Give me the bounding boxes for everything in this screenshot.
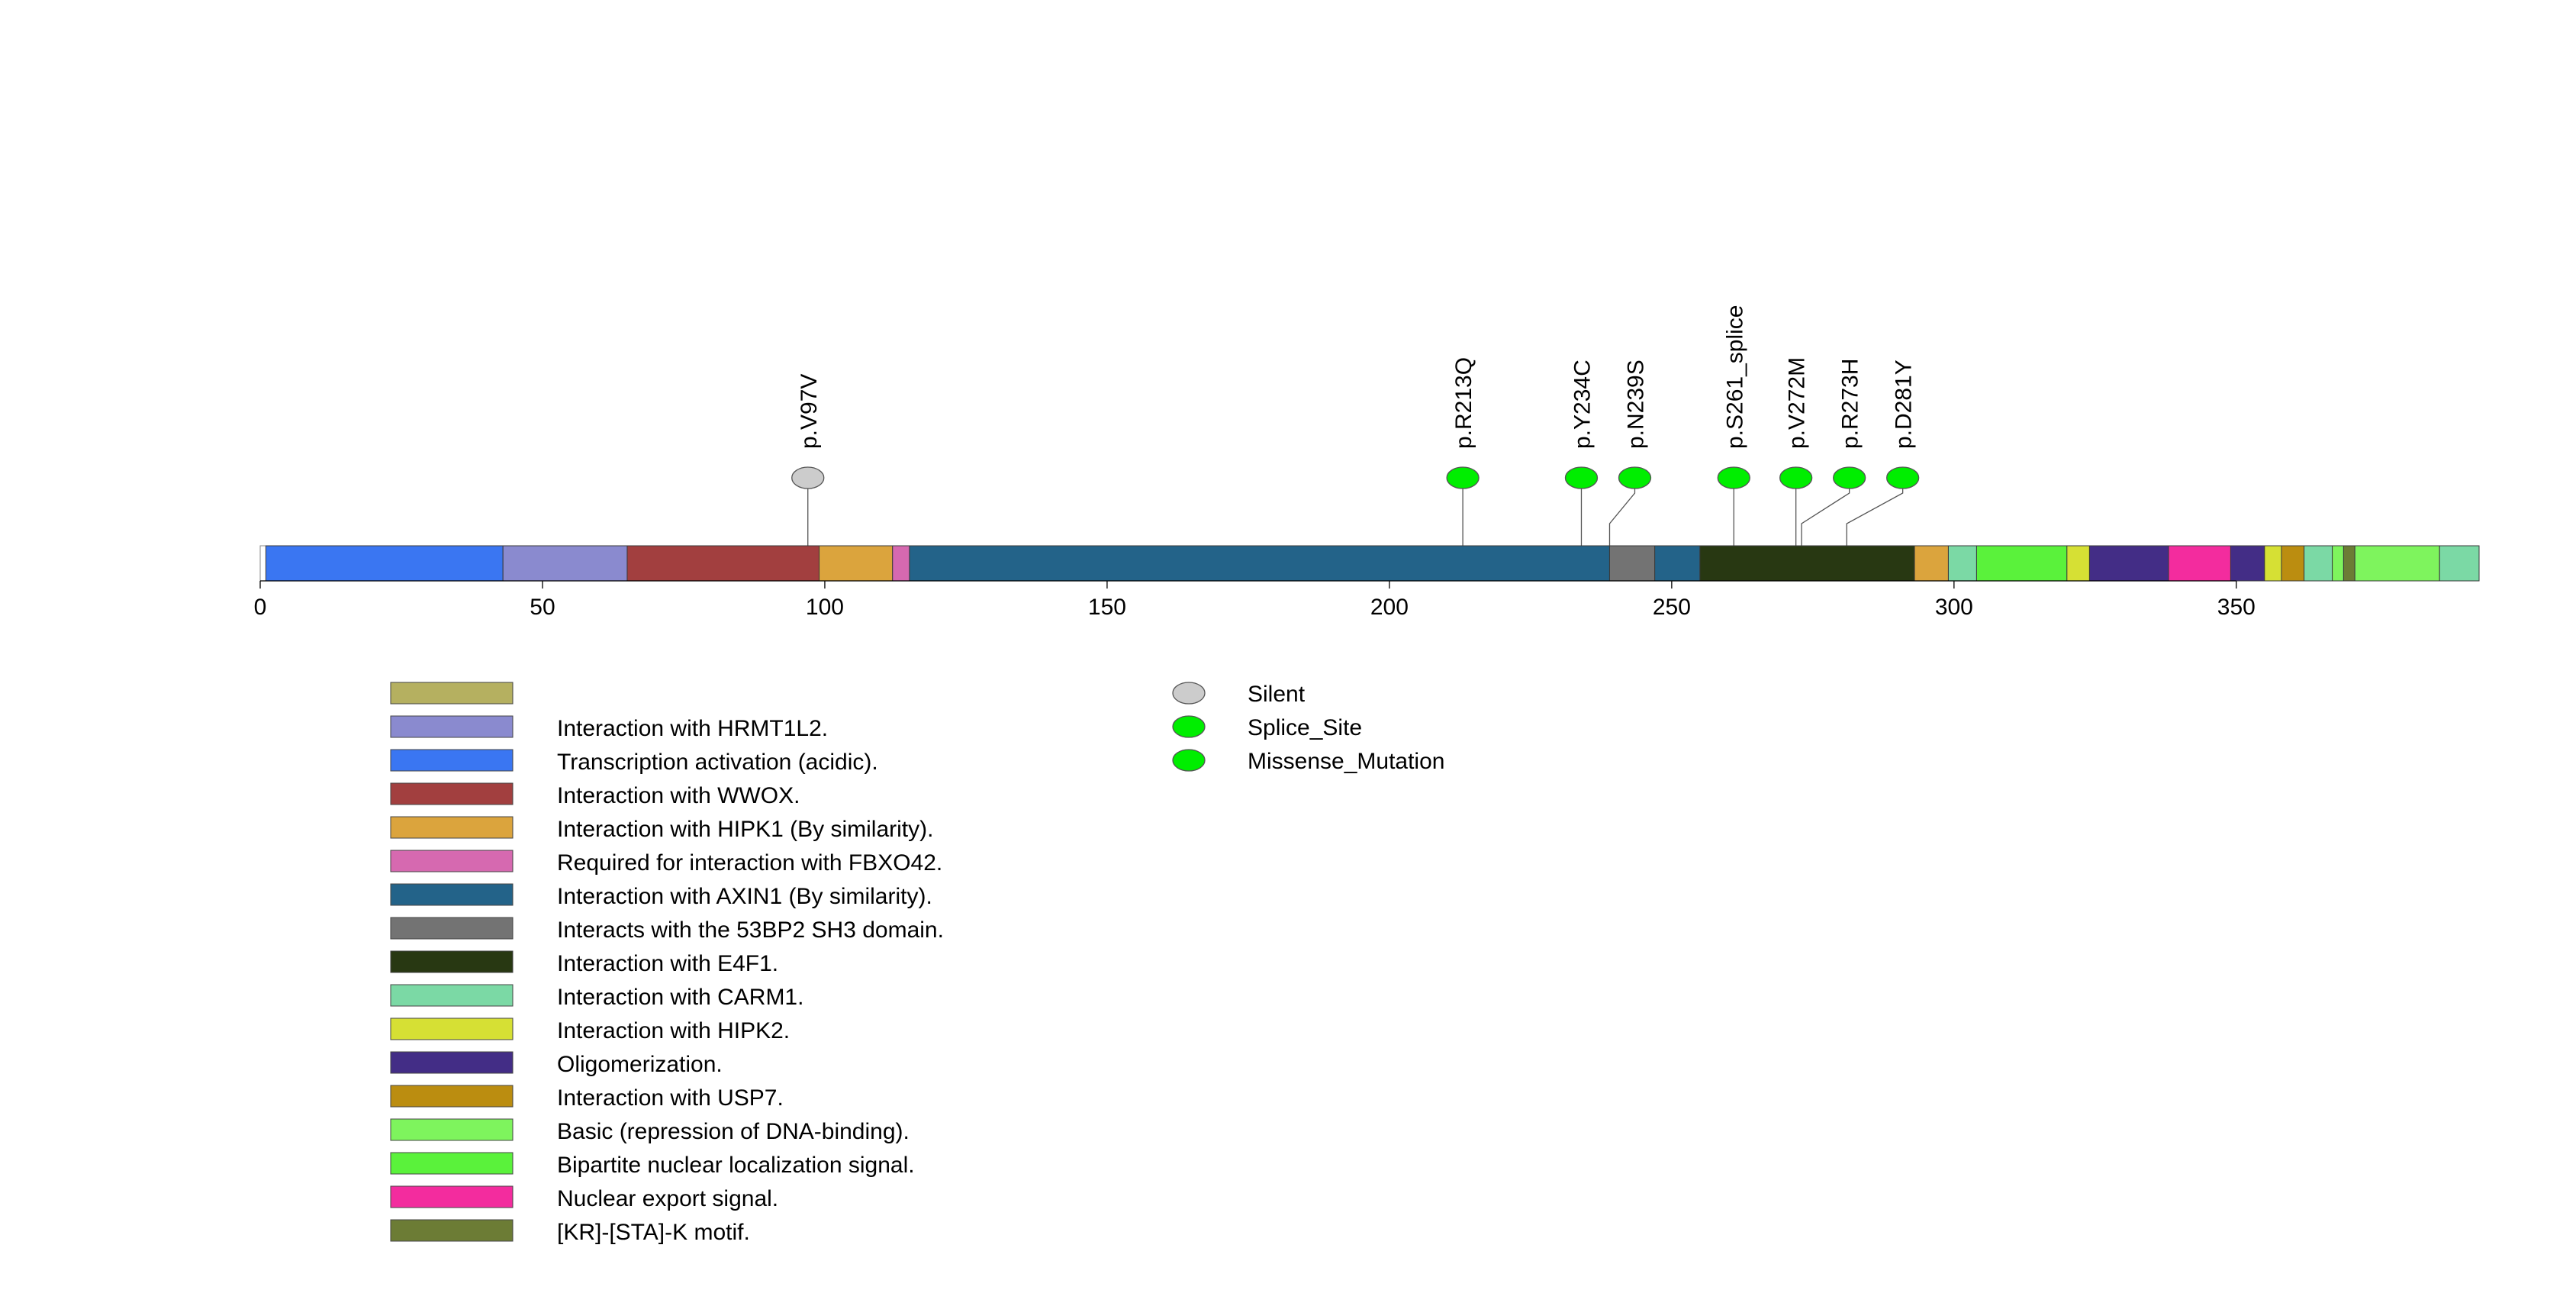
domain-legend-swatch <box>390 749 514 772</box>
domain-legend-label: Interaction with USP7. <box>557 1085 784 1111</box>
domain-legend-label: Basic (repression of DNA-binding). <box>557 1119 910 1144</box>
mutation-marker <box>1564 466 1599 489</box>
domain-legend-swatch <box>390 917 514 940</box>
domain-legend-label: Interaction with E4F1. <box>557 951 778 976</box>
domain-legend-label: Interaction with HRMT1L2. <box>557 716 828 741</box>
mutation-label: p.S261_splice <box>1722 305 1747 449</box>
mutation-marker <box>1446 466 1480 489</box>
domain-legend-label: Interacts with the 53BP2 SH3 domain. <box>557 918 944 943</box>
mutation-markers: p.V97V p.R213Q p.Y234C p.N239S p.S261_splice… <box>791 305 1920 489</box>
domain-segment <box>2066 545 2090 582</box>
domain-legend-swatch <box>390 1118 514 1141</box>
domain-segment <box>819 545 894 582</box>
mutation-marker <box>1717 466 1750 489</box>
mutation-legend-label: Missense_Mutation <box>1248 749 1444 774</box>
mutation-legend-marker <box>1172 749 1206 772</box>
domain-segment <box>1975 545 2068 582</box>
mutation-marker <box>791 466 825 489</box>
domain-legend-label: Interaction with AXIN1 (By similarity). <box>557 884 932 909</box>
domain-legend-swatch <box>390 682 514 705</box>
domain-legend-swatch <box>390 1017 514 1040</box>
mutation-marker <box>1779 466 1813 489</box>
mutation-label: p.D281Y <box>1892 360 1917 449</box>
domain-legend-label: Bipartite nuclear localization signal. <box>557 1153 915 1178</box>
domain-segment <box>626 545 820 582</box>
domain-legend: Interaction with HRMT1L2. Transcription a… <box>390 682 944 1245</box>
domain-legend-label: Interaction with HIPK2. <box>557 1018 790 1043</box>
domain-segment <box>2264 545 2282 582</box>
domain-segment <box>265 545 504 582</box>
domain-segment <box>502 545 628 582</box>
mutation-legend: Silent Splice_Site Missense_Mutation <box>1172 682 1444 774</box>
domain-legend-label: Transcription activation (acidic). <box>557 750 878 775</box>
domain-segment <box>2230 545 2265 582</box>
x-axis-tick-label: 100 <box>806 595 844 620</box>
domain-segment <box>892 545 910 582</box>
mutation-legend-label: Splice_Site <box>1248 715 1362 740</box>
mutation-label: p.R273H <box>1838 359 1863 449</box>
domain-segment <box>2304 545 2333 582</box>
domain-segment <box>2088 545 2169 582</box>
x-axis-tick-label: 250 <box>1653 595 1691 620</box>
protein-domain-track <box>259 545 2480 582</box>
x-axis-tick-label: 150 <box>1088 595 1126 620</box>
x-axis-tick-label: 0 <box>254 595 267 620</box>
domain-legend-swatch <box>390 715 514 738</box>
domain-segment <box>2281 545 2305 582</box>
domain-legend-label: Oligomerization. <box>557 1052 723 1077</box>
domain-legend-swatch <box>390 883 514 906</box>
domain-segment <box>1608 545 1656 582</box>
mutation-label: p.N239S <box>1623 360 1648 449</box>
mutation-label: p.V97V <box>797 374 822 449</box>
domain-legend-swatch <box>390 984 514 1007</box>
domain-legend-swatch <box>390 1152 514 1175</box>
domain-segment <box>909 545 1610 582</box>
x-axis-tick-label: 50 <box>530 595 555 620</box>
domain-legend-swatch <box>390 1185 514 1208</box>
domain-segment <box>2343 545 2355 582</box>
mutation-marker <box>1886 466 1920 489</box>
mutation-marker <box>1833 466 1866 489</box>
domain-segment <box>2168 545 2231 582</box>
domain-legend-label: Interaction with WWOX. <box>557 783 800 808</box>
x-axis-tick-label: 350 <box>2217 595 2256 620</box>
mutation-label: p.Y234C <box>1570 360 1595 449</box>
domain-legend-label: Nuclear export signal. <box>557 1186 778 1211</box>
domain-legend-swatch <box>390 850 514 872</box>
domain-legend-swatch <box>390 1085 514 1108</box>
domain-legend-swatch <box>390 950 514 973</box>
x-axis-tick-label: 200 <box>1370 595 1409 620</box>
mutation-marker <box>1618 466 1652 489</box>
domain-legend-label: Required for interaction with FBXO42. <box>557 850 942 876</box>
mutation-legend-marker <box>1172 682 1206 705</box>
domain-legend-swatch <box>390 816 514 839</box>
mutation-legend-marker <box>1172 715 1206 738</box>
domain-legend-swatch <box>390 1051 514 1074</box>
x-axis-tick-label: 300 <box>1935 595 1973 620</box>
domain-legend-swatch <box>390 1219 514 1242</box>
mutation-label: p.R213Q <box>1451 357 1476 449</box>
mutation-label: p.V272M <box>1785 357 1810 449</box>
mutation-legend-label: Silent <box>1248 682 1306 707</box>
domain-legend-label: Interaction with CARM1. <box>557 985 803 1010</box>
domain-segment <box>2332 545 2344 582</box>
domain-segment <box>1914 545 1949 582</box>
domain-legend-swatch <box>390 782 514 805</box>
domain-segment <box>2439 545 2480 582</box>
domain-segment <box>2354 545 2440 582</box>
domain-legend-label: [KR]-[STA]-K motif. <box>557 1220 750 1245</box>
x-axis: 0 50 100 150 200 250 300 350 <box>254 580 2256 620</box>
domain-segment <box>1654 545 1701 582</box>
domain-segment <box>1699 545 1915 582</box>
domain-segment <box>1947 545 1977 582</box>
domain-legend-label: Interaction with HIPK1 (By similarity). <box>557 817 933 842</box>
